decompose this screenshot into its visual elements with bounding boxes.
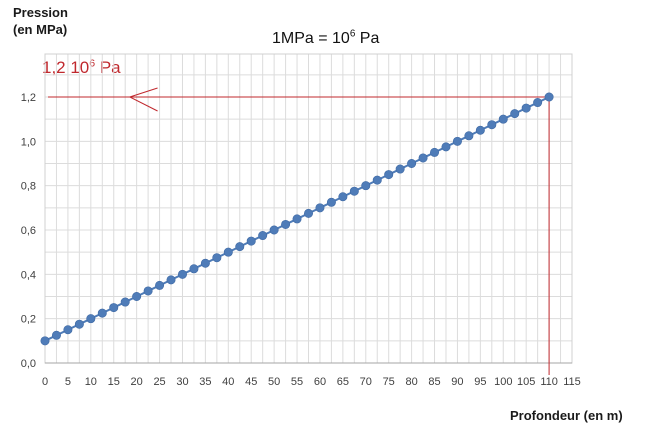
y-axis-label-line1: Pression xyxy=(13,5,68,20)
x-tick-label: 55 xyxy=(291,376,303,388)
data-point xyxy=(212,253,222,263)
data-point xyxy=(361,181,371,191)
x-tick-label: 80 xyxy=(405,376,417,388)
data-point xyxy=(258,231,268,241)
annotation-label: 1,2 106 Pa xyxy=(42,58,121,78)
data-point xyxy=(74,319,84,329)
x-tick-label: 70 xyxy=(360,376,372,388)
data-point xyxy=(51,330,61,340)
data-point xyxy=(292,214,302,224)
data-point xyxy=(487,120,497,130)
data-point xyxy=(155,280,165,290)
data-point xyxy=(418,153,428,163)
y-tick-label: 0,8 xyxy=(21,181,36,193)
x-tick-labels: 0 5 10 15 20 25 30 35 40 45 50 55 60 65 70 75 80 85 90 95 10… xyxy=(42,376,581,388)
data-point xyxy=(109,303,119,313)
data-point xyxy=(177,269,187,279)
data-point xyxy=(395,164,405,174)
y-tick-label: 0,0 xyxy=(21,358,36,370)
data-point xyxy=(521,103,531,113)
x-tick-label: 40 xyxy=(222,376,234,388)
annotation-exponent: 6 xyxy=(89,57,96,70)
x-tick-label: 50 xyxy=(268,376,280,388)
data-point xyxy=(143,286,153,296)
x-tick-label: 15 xyxy=(108,376,120,388)
grid xyxy=(44,53,573,364)
annotation-arrow-head xyxy=(128,87,158,112)
data-point xyxy=(407,159,417,169)
x-tick-label: 105 xyxy=(517,376,535,388)
y-tick-label: 0,2 xyxy=(21,314,36,326)
x-axis-label: Profondeur (en m) xyxy=(510,408,623,423)
x-tick-label: 25 xyxy=(153,376,165,388)
data-point xyxy=(223,247,233,257)
annotation-unit: Pa xyxy=(95,58,121,77)
data-point xyxy=(63,325,73,335)
data-point xyxy=(303,208,313,218)
data-point xyxy=(315,203,325,213)
y-tick-label: 0,4 xyxy=(21,269,36,281)
data-point xyxy=(498,114,508,124)
x-tick-label: 75 xyxy=(383,376,395,388)
data-point xyxy=(281,219,291,229)
x-tick-label: 65 xyxy=(337,376,349,388)
data-point xyxy=(475,125,485,135)
data-point xyxy=(430,147,440,157)
data-point xyxy=(326,197,336,207)
x-tick-label: 100 xyxy=(494,376,512,388)
data-point xyxy=(40,336,50,346)
data-point xyxy=(372,175,382,185)
x-tick-label: 20 xyxy=(131,376,143,388)
data-point xyxy=(384,170,394,180)
data-point xyxy=(246,236,256,246)
data-point xyxy=(533,98,543,108)
x-tick-label: 45 xyxy=(245,376,257,388)
x-tick-label: 115 xyxy=(563,376,581,388)
data-point xyxy=(189,264,199,274)
y-axis-label-line2: (en MPa) xyxy=(13,22,68,37)
x-tick-label: 90 xyxy=(451,376,463,388)
y-tick-label: 1,0 xyxy=(21,136,36,148)
x-tick-label: 85 xyxy=(428,376,440,388)
x-tick-label: 30 xyxy=(176,376,188,388)
x-tick-label: 10 xyxy=(85,376,97,388)
annotation-main: 1,2 10 xyxy=(42,58,90,77)
data-point xyxy=(97,308,107,318)
y-axis-label: Pression (en MPa) xyxy=(13,4,68,38)
data-point xyxy=(132,291,142,301)
x-tick-label: 0 xyxy=(42,376,48,388)
title-main: 1MPa = 10 xyxy=(272,30,350,47)
title-exponent: 6 xyxy=(349,28,356,40)
x-tick-label: 60 xyxy=(314,376,326,388)
data-point xyxy=(120,297,130,307)
x-tick-label: 110 xyxy=(540,376,558,388)
data-point xyxy=(349,186,359,196)
annotation-lines xyxy=(48,87,550,375)
data-point xyxy=(441,142,451,152)
x-tick-label: 95 xyxy=(474,376,486,388)
data-point xyxy=(200,258,210,268)
chart-title: 1MPa = 106 Pa xyxy=(272,28,380,48)
y-tick-label: 0,6 xyxy=(21,225,36,237)
x-tick-label: 35 xyxy=(199,376,211,388)
data-point xyxy=(464,131,474,141)
data-point xyxy=(338,192,348,202)
data-point xyxy=(269,225,279,235)
data-point xyxy=(86,314,96,324)
data-point xyxy=(544,92,554,102)
data-point xyxy=(452,136,462,146)
x-tick-label: 5 xyxy=(65,376,71,388)
y-tick-label: 1,2 xyxy=(21,92,36,104)
data-series xyxy=(40,92,554,346)
data-point xyxy=(166,275,176,285)
data-point xyxy=(235,242,245,252)
title-unit: Pa xyxy=(355,30,380,47)
data-point xyxy=(510,109,520,119)
y-tick-labels: 0,0 0,2 0,4 0,6 0,8 1,0 1,2 xyxy=(21,92,36,370)
